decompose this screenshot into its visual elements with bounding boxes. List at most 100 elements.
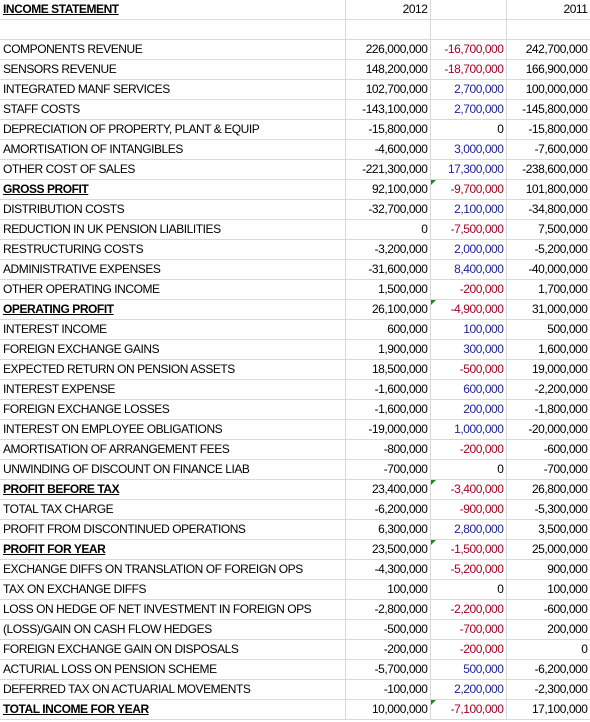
- variance-value[interactable]: 600,000: [430, 379, 507, 400]
- value-2011[interactable]: -2,300,000: [506, 679, 590, 700]
- variance-value[interactable]: -7,100,000: [430, 699, 507, 720]
- value-2011[interactable]: -700,000: [506, 459, 590, 480]
- variance-value[interactable]: -2,200,000: [430, 599, 507, 620]
- value-2012[interactable]: -6,200,000: [345, 499, 431, 520]
- variance-value[interactable]: -16,700,000: [430, 39, 507, 60]
- row-label[interactable]: OTHER COST OF SALES: [0, 159, 346, 180]
- empty-cell[interactable]: [0, 19, 346, 40]
- value-2011[interactable]: 1,600,000: [506, 339, 590, 360]
- column-header-2012[interactable]: 2012: [345, 0, 431, 20]
- variance-value[interactable]: -700,000: [430, 619, 507, 640]
- value-2012[interactable]: -100,000: [345, 679, 431, 700]
- value-2011[interactable]: 166,900,000: [506, 59, 590, 80]
- variance-value[interactable]: 500,000: [430, 659, 507, 680]
- value-2012[interactable]: -32,700,000: [345, 199, 431, 220]
- row-label[interactable]: DEFERRED TAX ON ACTUARIAL MOVEMENTS: [0, 679, 346, 700]
- value-2011[interactable]: -238,600,000: [506, 159, 590, 180]
- row-label[interactable]: ADMINISTRATIVE EXPENSES: [0, 259, 346, 280]
- empty-cell[interactable]: [506, 19, 590, 40]
- row-label[interactable]: FOREIGN EXCHANGE LOSSES: [0, 399, 346, 420]
- row-label[interactable]: (LOSS)/GAIN ON CASH FLOW HEDGES: [0, 619, 346, 640]
- value-2011[interactable]: -1,800,000: [506, 399, 590, 420]
- empty-cell[interactable]: [430, 19, 507, 40]
- variance-value[interactable]: -7,500,000: [430, 219, 507, 240]
- row-label[interactable]: INTEREST ON EMPLOYEE OBLIGATIONS: [0, 419, 346, 440]
- value-2012[interactable]: 226,000,000: [345, 39, 431, 60]
- value-2011[interactable]: 900,000: [506, 559, 590, 580]
- row-label[interactable]: OTHER OPERATING INCOME: [0, 279, 346, 300]
- variance-value[interactable]: 2,700,000: [430, 99, 507, 120]
- row-label[interactable]: COMPONENTS REVENUE: [0, 39, 346, 60]
- row-label[interactable]: TOTAL TAX CHARGE: [0, 499, 346, 520]
- row-label[interactable]: INTEREST EXPENSE: [0, 379, 346, 400]
- value-2012[interactable]: -200,000: [345, 639, 431, 660]
- variance-value[interactable]: -900,000: [430, 499, 507, 520]
- value-2012[interactable]: 1,900,000: [345, 339, 431, 360]
- value-2012[interactable]: 600,000: [345, 319, 431, 340]
- variance-value[interactable]: 2,800,000: [430, 519, 507, 540]
- value-2012[interactable]: -19,000,000: [345, 419, 431, 440]
- variance-value[interactable]: 200,000: [430, 399, 507, 420]
- variance-value[interactable]: -4,900,000: [430, 299, 507, 320]
- value-2012[interactable]: -4,600,000: [345, 139, 431, 160]
- row-label[interactable]: STAFF COSTS: [0, 99, 346, 120]
- value-2011[interactable]: 1,700,000: [506, 279, 590, 300]
- value-2011[interactable]: 19,000,000: [506, 359, 590, 380]
- column-header-variance[interactable]: [430, 0, 507, 20]
- variance-value[interactable]: 100,000: [430, 319, 507, 340]
- value-2012[interactable]: -2,800,000: [345, 599, 431, 620]
- variance-value[interactable]: 3,000,000: [430, 139, 507, 160]
- variance-value[interactable]: 0: [430, 459, 507, 480]
- value-2011[interactable]: -5,200,000: [506, 239, 590, 260]
- variance-value[interactable]: 300,000: [430, 339, 507, 360]
- variance-value[interactable]: 2,200,000: [430, 679, 507, 700]
- row-label[interactable]: SENSORS REVENUE: [0, 59, 346, 80]
- variance-value[interactable]: 2,000,000: [430, 239, 507, 260]
- row-label[interactable]: EXCHANGE DIFFS ON TRANSLATION OF FOREIGN…: [0, 559, 346, 580]
- value-2012[interactable]: 92,100,000: [345, 179, 431, 200]
- variance-value[interactable]: -200,000: [430, 439, 507, 460]
- value-2012[interactable]: -500,000: [345, 619, 431, 640]
- variance-value[interactable]: -1,500,000: [430, 539, 507, 560]
- row-label[interactable]: FOREIGN EXCHANGE GAINS: [0, 339, 346, 360]
- value-2011[interactable]: -5,300,000: [506, 499, 590, 520]
- row-label[interactable]: PROFIT FROM DISCONTINUED OPERATIONS: [0, 519, 346, 540]
- sheet-title[interactable]: INCOME STATEMENT: [0, 0, 346, 20]
- value-2011[interactable]: -600,000: [506, 439, 590, 460]
- variance-value[interactable]: 8,400,000: [430, 259, 507, 280]
- value-2011[interactable]: 25,000,000: [506, 539, 590, 560]
- variance-value[interactable]: -200,000: [430, 279, 507, 300]
- value-2012[interactable]: 100,000: [345, 579, 431, 600]
- value-2012[interactable]: -221,300,000: [345, 159, 431, 180]
- value-2011[interactable]: 200,000: [506, 619, 590, 640]
- value-2011[interactable]: 3,500,000: [506, 519, 590, 540]
- value-2012[interactable]: 18,500,000: [345, 359, 431, 380]
- value-2012[interactable]: -1,600,000: [345, 379, 431, 400]
- row-label[interactable]: RESTRUCTURING COSTS: [0, 239, 346, 260]
- variance-value[interactable]: 1,000,000: [430, 419, 507, 440]
- value-2011[interactable]: -2,200,000: [506, 379, 590, 400]
- row-label[interactable]: INTEGRATED MANF SERVICES: [0, 79, 346, 100]
- value-2011[interactable]: 242,700,000: [506, 39, 590, 60]
- row-label[interactable]: ACTURIAL LOSS ON PENSION SCHEME: [0, 659, 346, 680]
- row-label[interactable]: DISTRIBUTION COSTS: [0, 199, 346, 220]
- value-2011[interactable]: -600,000: [506, 599, 590, 620]
- variance-value[interactable]: -5,200,000: [430, 559, 507, 580]
- row-label[interactable]: AMORTISATION OF INTANGIBLES: [0, 139, 346, 160]
- value-2012[interactable]: -1,600,000: [345, 399, 431, 420]
- variance-value[interactable]: 17,300,000: [430, 159, 507, 180]
- value-2012[interactable]: 10,000,000: [345, 699, 431, 720]
- value-2011[interactable]: 7,500,000: [506, 219, 590, 240]
- value-2011[interactable]: -7,600,000: [506, 139, 590, 160]
- value-2012[interactable]: -800,000: [345, 439, 431, 460]
- row-label[interactable]: FOREIGN EXCHANGE GAIN ON DISPOSALS: [0, 639, 346, 660]
- row-label[interactable]: TOTAL INCOME FOR YEAR: [0, 699, 346, 720]
- row-label[interactable]: AMORTISATION OF ARRANGEMENT FEES: [0, 439, 346, 460]
- value-2012[interactable]: -3,200,000: [345, 239, 431, 260]
- variance-value[interactable]: 2,700,000: [430, 79, 507, 100]
- value-2011[interactable]: -15,800,000: [506, 119, 590, 140]
- row-label[interactable]: LOSS ON HEDGE OF NET INVESTMENT IN FOREI…: [0, 599, 346, 620]
- row-label[interactable]: DEPRECIATION OF PROPERTY, PLANT & EQUIP: [0, 119, 346, 140]
- value-2012[interactable]: 6,300,000: [345, 519, 431, 540]
- value-2011[interactable]: -40,000,000: [506, 259, 590, 280]
